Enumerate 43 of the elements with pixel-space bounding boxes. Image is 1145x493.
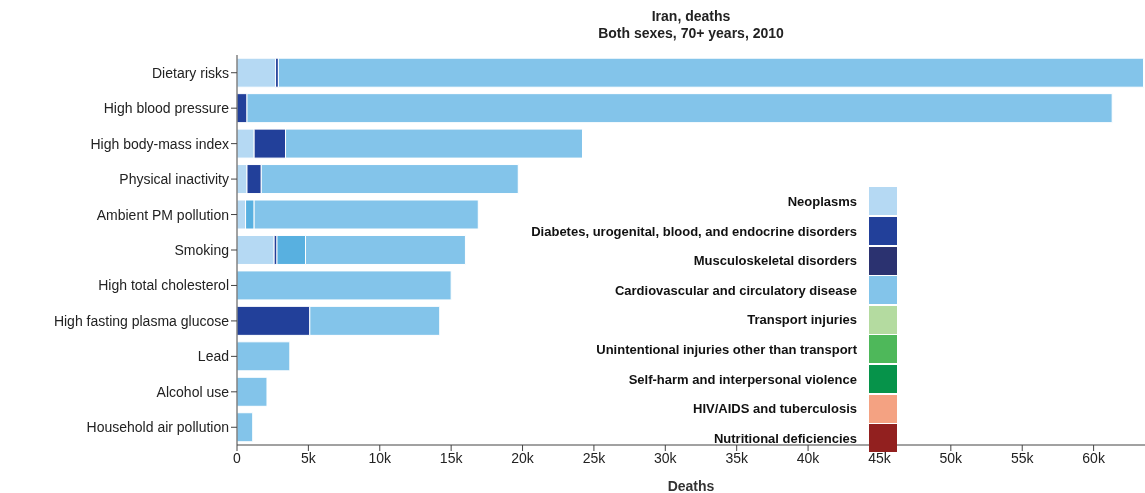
x-tick-label: 55k [1010,449,1035,466]
x-tick-label: 5k [300,449,317,466]
legend-label: HIV/AIDS and tuberculosis [693,401,857,417]
y-tick-label: High blood pressure [103,100,230,117]
x-tick-label: 20k [511,449,535,466]
bar [277,57,1145,88]
x-tick-label: 25k [582,449,607,466]
x-tick-label: 10k [368,449,393,466]
bar [237,412,254,443]
x-tick-label: 35k [725,449,749,466]
x-tick-label: 45k [868,449,892,466]
x-tick-label: 0 [233,449,242,466]
y-tick-label: High body-mass index [90,135,229,152]
bar [237,376,268,407]
legend-label: Unintentional injuries other than transport [596,341,857,357]
y-tick-label: Smoking [174,241,229,258]
y-tick-label: Alcohol use [156,383,230,400]
chart-subtitle: Both sexes, 70+ years, 2010 [597,25,785,42]
legend-label: Cardiovascular and circulatory disease [614,282,857,298]
x-tick-label: 40k [796,449,821,466]
legend-label: Diabetes, urogenital, blood, and endocrine disorders [531,223,857,239]
chart-title: Iran, deaths [650,8,732,25]
x-tick-label: 50k [939,449,964,466]
y-tick-label: Household air pollution [86,419,229,436]
x-tick-label: 60k [1082,449,1106,466]
legend-label: Transport injuries [747,312,857,328]
bar [237,270,452,301]
legend-label: Musculoskeletal disorders [693,253,857,269]
legend-label: Nutritional deficiencies [713,430,857,446]
y-tick-label: High fasting plasma glucose [53,312,230,329]
bar [237,341,291,372]
legend-label: Neoplasms [787,193,857,209]
y-tick-label: High total cholesterol [98,277,229,294]
y-tick-label: Physical inactivity [119,171,229,188]
x-tick-label: 30k [654,449,678,466]
y-tick-label: Dietary risks [151,64,229,81]
y-tick-label: Lead [197,348,229,365]
legend-label: Self-harm and interpersonal violence [628,371,857,387]
x-axis-title: Deaths [667,478,715,493]
y-tick-label: Ambient PM pollution [96,206,229,223]
x-tick-label: 15k [439,449,464,466]
bar [237,57,277,88]
bar [237,234,275,265]
